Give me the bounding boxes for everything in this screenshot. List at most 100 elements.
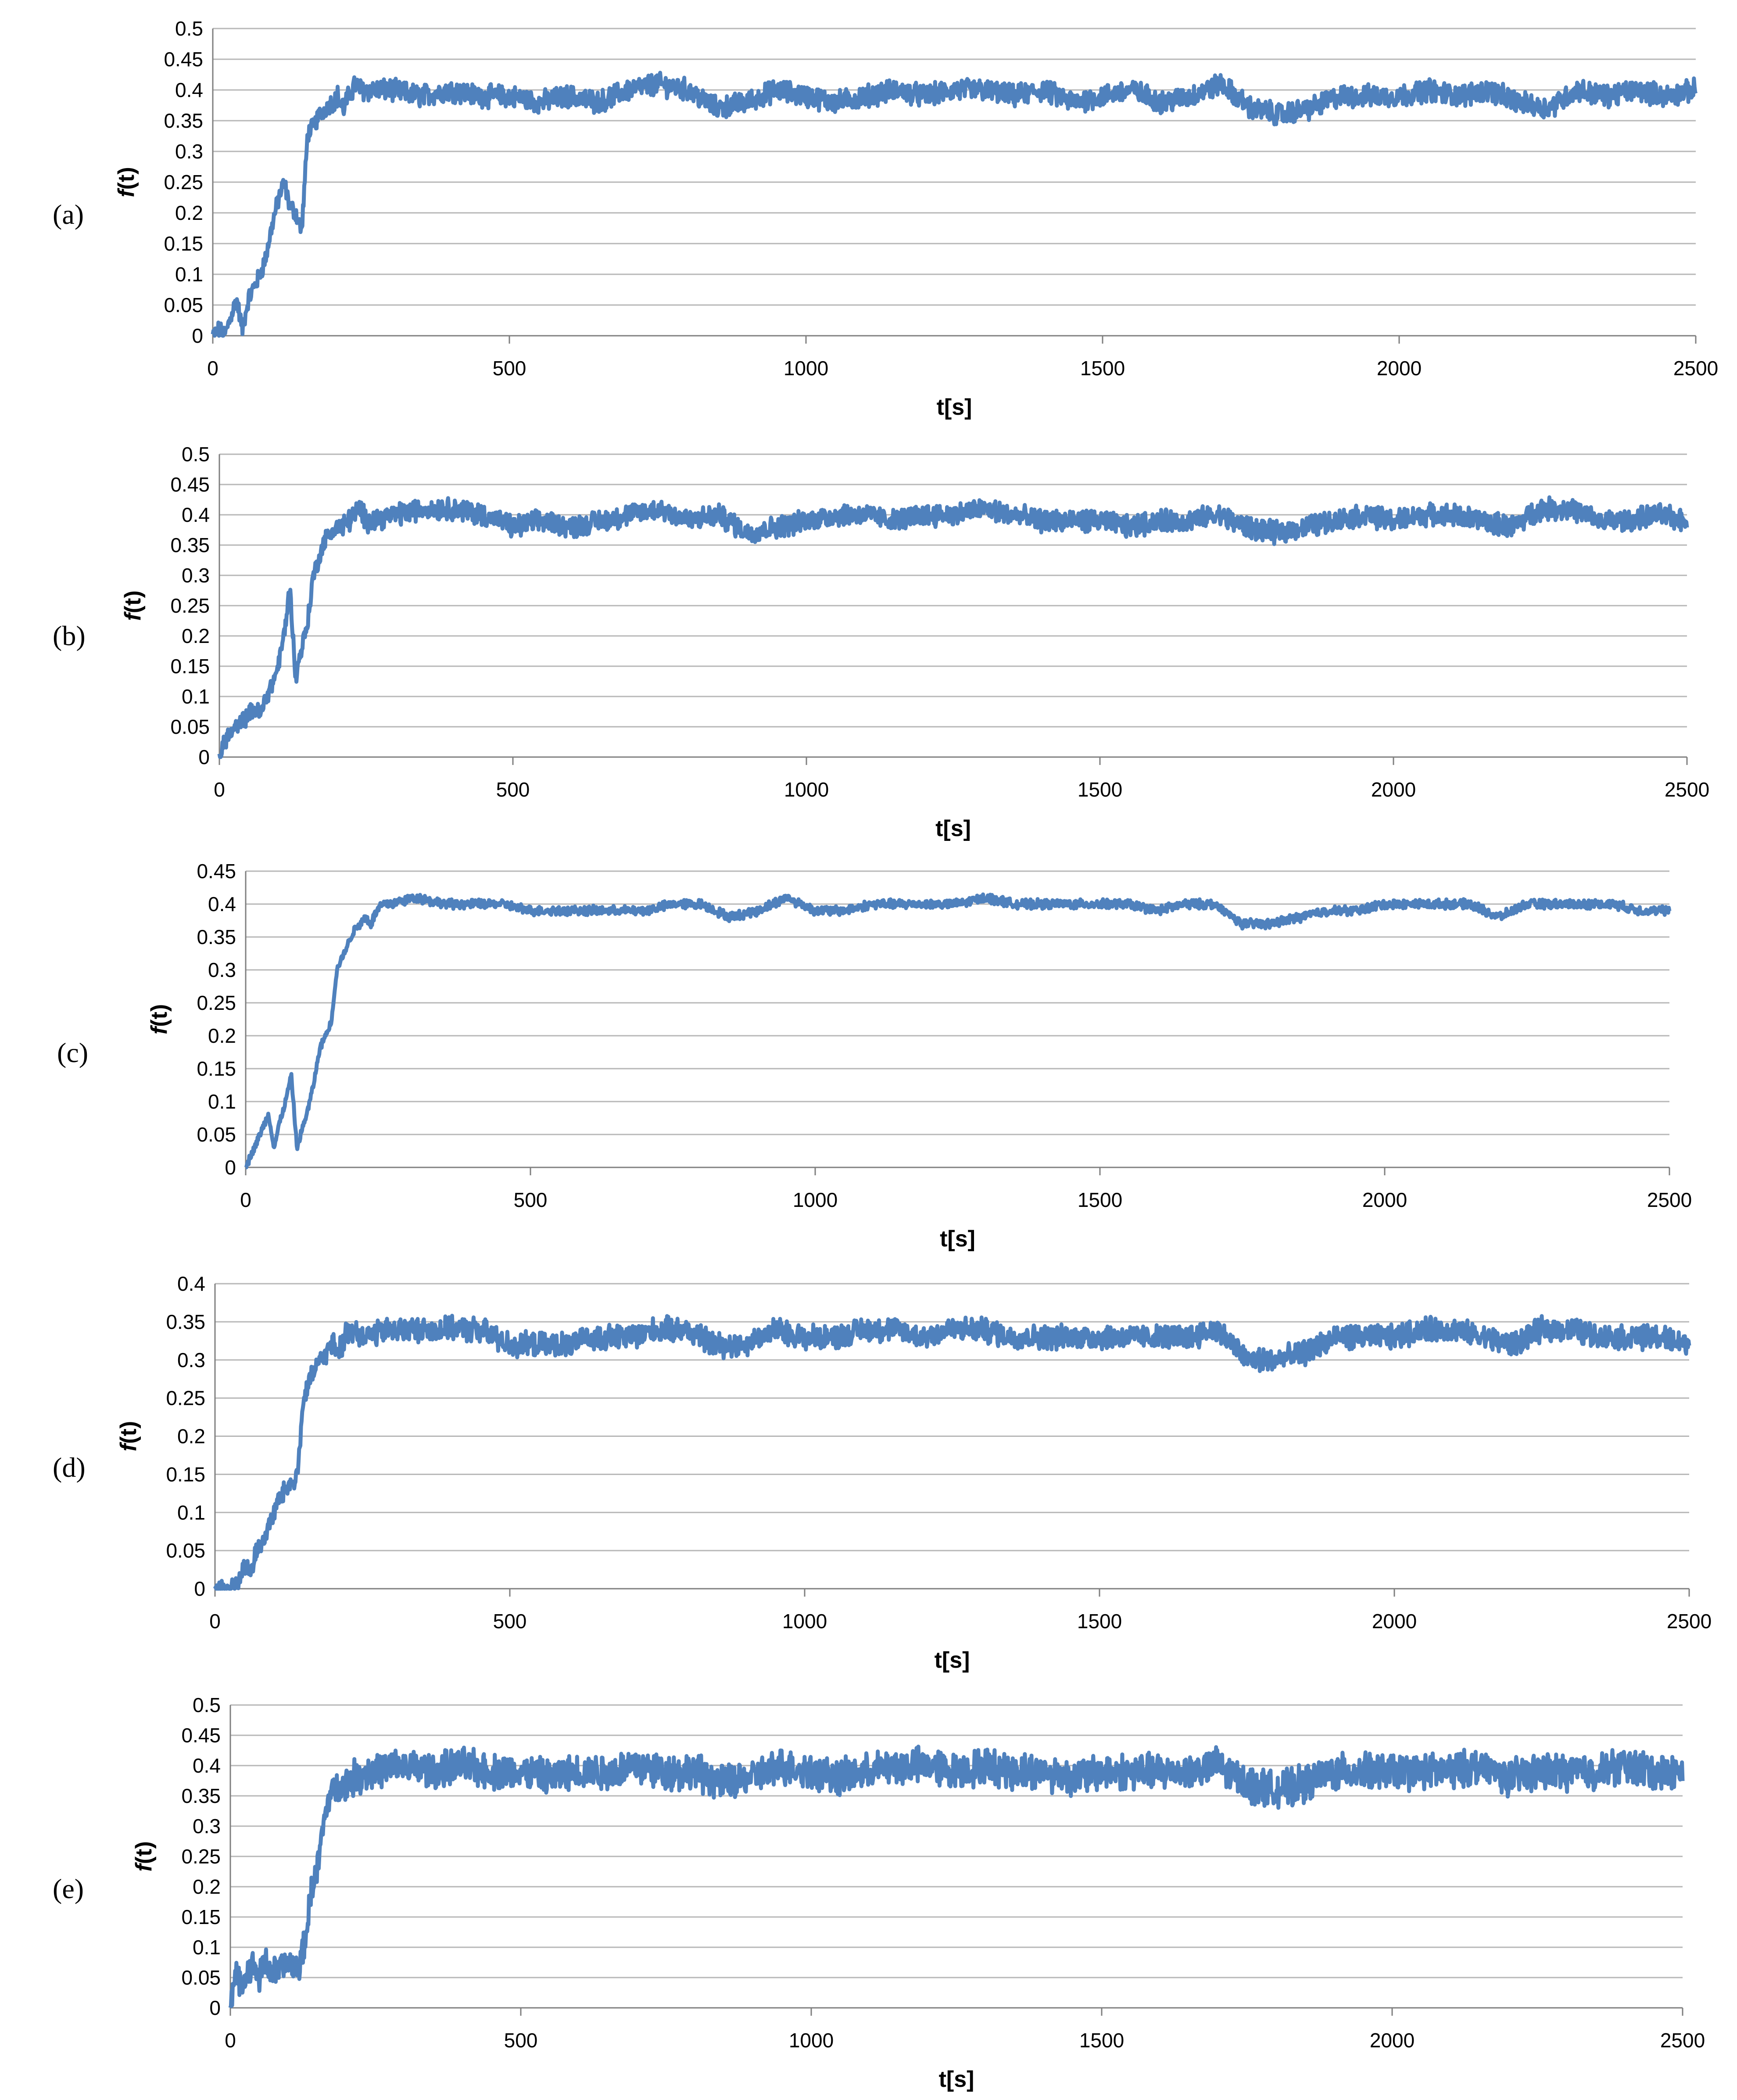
y-tick-label: 0.2	[193, 1875, 221, 1898]
x-tick-label: 2500	[1665, 778, 1709, 801]
x-tick-label: 500	[504, 2029, 538, 2052]
y-tick-label: 0.35	[197, 926, 236, 948]
x-tick-label: 0	[240, 1188, 251, 1211]
x-tick-label: 1000	[782, 1610, 827, 1633]
x-tick-label: 500	[493, 1610, 527, 1633]
y-tick-label: 0.45	[197, 860, 236, 883]
y-tick-label: 0.5	[175, 17, 203, 40]
panel-label: (b)	[53, 620, 86, 651]
x-tick-label: 2000	[1370, 2029, 1415, 2052]
y-tick-label: 0.35	[164, 109, 203, 132]
y-tick-label: 0.15	[181, 1906, 221, 1928]
chart-panel-d: (d) 0 0.05 0.1 0.15 0.2 0.25 0.3 0.35 0.4 0 500 1000…	[53, 1272, 1712, 1673]
x-tick-label: 1500	[1078, 778, 1122, 801]
x-tick-label: 1000	[784, 778, 829, 801]
y-tick-label: 0.4	[177, 1272, 205, 1295]
y-tick-label: 0.2	[177, 1425, 205, 1448]
y-tick-label: 0	[225, 1156, 236, 1179]
y-tick-label: 0.4	[193, 1754, 221, 1777]
y-axis-title: f(t)	[120, 590, 146, 621]
y-tick-label: 0.25	[170, 594, 210, 617]
y-tick-label: 0.25	[197, 991, 236, 1014]
y-tick-label: 0.45	[181, 1724, 221, 1747]
x-tick-label: 2000	[1372, 1610, 1417, 1633]
x-tick-label: 500	[514, 1188, 548, 1211]
y-tick-label: 0.05	[166, 1539, 205, 1562]
x-axis-title: t[s]	[937, 395, 972, 420]
panel-label: (d)	[53, 1452, 86, 1483]
y-tick-label: 0.35	[181, 1784, 221, 1807]
y-tick-label: 0	[192, 324, 203, 347]
x-tick-label: 2000	[1371, 778, 1416, 801]
y-tick-label: 0.1	[175, 263, 203, 286]
x-tick-label: 0	[209, 1610, 221, 1633]
x-axis-title: t[s]	[935, 1648, 970, 1673]
chart-panel-a: (a) 0 0.05 0.1 0.15 0.2 0.25 0.3 0.35 0.4 0.45 0.5 0…	[53, 17, 1718, 420]
y-tick-label: 0.15	[166, 1463, 205, 1486]
y-tick-label: 0.1	[193, 1936, 221, 1959]
x-tick-label: 500	[493, 357, 526, 380]
y-tick-label: 0	[194, 1577, 205, 1600]
y-tick-label: 0.3	[175, 140, 203, 163]
x-tick-label: 2500	[1660, 2029, 1705, 2052]
x-tick-label: 500	[496, 778, 530, 801]
y-tick-label: 0.2	[208, 1024, 236, 1047]
x-tick-label: 0	[214, 778, 225, 801]
y-tick-label: 0.3	[208, 958, 236, 981]
y-tick-label: 0.25	[166, 1387, 205, 1410]
y-axis-title: f(t)	[116, 1421, 141, 1451]
x-tick-label: 1500	[1078, 1188, 1122, 1211]
y-tick-label: 0.45	[164, 48, 203, 71]
y-tick-label: 0.15	[164, 232, 203, 255]
y-tick-label: 0.2	[175, 201, 203, 224]
y-tick-label: 0.5	[193, 1694, 221, 1716]
y-tick-label: 0.1	[182, 685, 210, 708]
y-axis-title: f(t)	[131, 1841, 157, 1871]
panel-label: (a)	[53, 199, 84, 230]
x-tick-label: 1000	[784, 357, 828, 380]
x-tick-label: 0	[225, 2029, 236, 2052]
y-tick-label: 0.3	[177, 1349, 205, 1371]
y-tick-label: 0.25	[164, 171, 203, 194]
y-tick-label: 0.5	[182, 443, 210, 466]
chart-panel-b: (b) 0 0.05 0.1 0.15 0.2 0.25 0.3 0.35 0.4 0.45 0.5 0…	[53, 443, 1709, 841]
x-axis-title: t[s]	[940, 1226, 975, 1252]
y-tick-label: 0.2	[182, 625, 210, 647]
y-tick-label: 0.05	[170, 715, 210, 738]
series-line	[244, 892, 1672, 1170]
x-tick-label: 2500	[1667, 1610, 1712, 1633]
panel-label: (e)	[53, 1873, 84, 1904]
x-tick-label: 2500	[1673, 357, 1718, 380]
panel-label: (c)	[57, 1037, 88, 1068]
y-tick-label: 0.05	[197, 1123, 236, 1146]
y-tick-label: 0.3	[182, 564, 210, 587]
x-axis-title: t[s]	[939, 2067, 974, 2092]
y-tick-label: 0.05	[181, 1966, 221, 1989]
y-axis-title: f(t)	[147, 1004, 172, 1034]
y-tick-label: 0.1	[177, 1501, 205, 1524]
y-tick-label: 0.25	[181, 1845, 221, 1868]
x-tick-label: 2500	[1647, 1188, 1692, 1211]
x-tick-label: 1000	[793, 1188, 838, 1211]
x-tick-label: 2000	[1377, 357, 1422, 380]
series-line	[217, 495, 1689, 759]
y-tick-label: 0.15	[170, 655, 210, 678]
y-tick-label: 0.35	[166, 1310, 205, 1333]
series-line	[228, 1745, 1685, 2009]
y-tick-label: 0	[198, 746, 210, 768]
y-tick-label: 0	[209, 1996, 221, 2019]
y-tick-label: 0.35	[170, 534, 210, 556]
x-axis-title: t[s]	[935, 816, 971, 841]
y-tick-label: 0.3	[193, 1815, 221, 1838]
x-tick-label: 1500	[1077, 1610, 1122, 1633]
y-tick-label: 0.4	[182, 503, 210, 526]
chart-panel-c: (c) 0 0.05 0.1 0.15 0.2 0.25 0.3 0.35 0.4 0.45 0 500…	[57, 860, 1692, 1252]
series-line	[211, 71, 1698, 338]
x-tick-label: 1500	[1079, 2029, 1124, 2052]
x-tick-label: 1000	[789, 2029, 834, 2052]
x-tick-label: 0	[207, 357, 218, 380]
y-tick-label: 0.45	[170, 473, 210, 496]
chart-panel-e: (e) 0 0.05 0.1 0.15 0.2 0.25 0.3 0.35 0.4 0.45 0.5 0…	[53, 1694, 1705, 2092]
y-tick-label: 0.4	[208, 893, 236, 915]
